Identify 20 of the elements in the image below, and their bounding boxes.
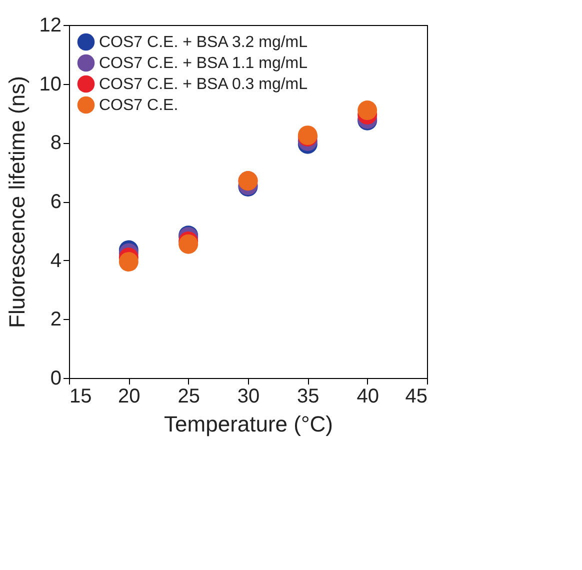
x-tick-label: 40	[356, 386, 379, 408]
x-tick-label: 15	[70, 386, 92, 408]
legend-label: COS7 C.E. + BSA 3.2 mg/mL	[99, 34, 308, 51]
y-tick-label: 2	[50, 308, 62, 331]
y-tick-label: 6	[50, 191, 62, 213]
y-tick-label: 0	[50, 368, 62, 390]
x-tick-label: 20	[118, 386, 140, 408]
x-tick-label: 25	[178, 386, 200, 408]
legend-label: COS7 C.E.	[99, 97, 178, 114]
x-tick-label: 30	[237, 386, 260, 408]
y-tick-label: 12	[39, 14, 62, 36]
y-axis-title: Fluorescence lifetime (ns)	[4, 76, 30, 328]
y-tick-label: 8	[50, 132, 62, 154]
x-tick-label: 45	[405, 386, 428, 408]
x-tick-label: 35	[297, 386, 320, 408]
y-tick-label: 4	[50, 250, 62, 272]
legend-label: COS7 C.E. + BSA 0.3 mg/mL	[99, 76, 308, 93]
legend-label: COS7 C.E. + BSA 1.1 mg/mL	[99, 55, 308, 72]
y-tick-label: 10	[39, 73, 62, 96]
x-axis-title: Temperature (°C)	[164, 412, 333, 436]
